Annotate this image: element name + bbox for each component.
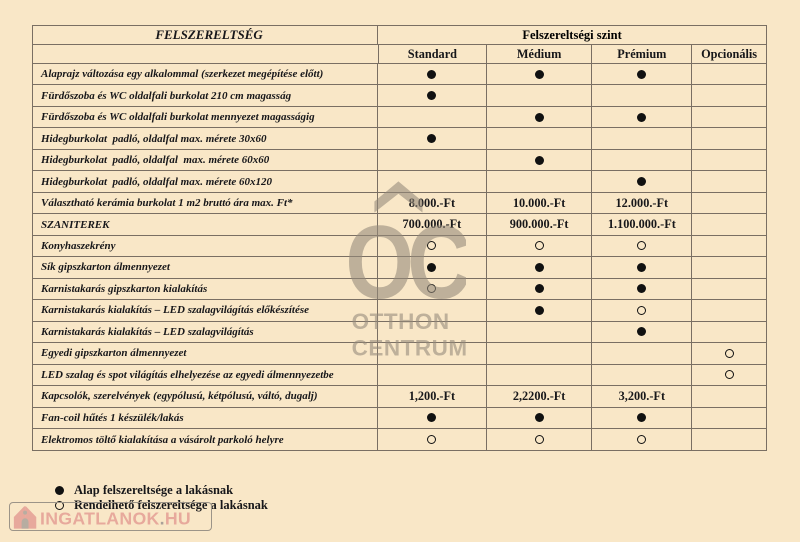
svg-text:OTTHON: OTTHON bbox=[352, 309, 450, 334]
svg-text:INGATLANOK.HU: INGATLANOK.HU bbox=[40, 508, 191, 528]
svg-text:CENTRUM: CENTRUM bbox=[352, 336, 466, 361]
svg-text:OC: OC bbox=[345, 205, 466, 320]
